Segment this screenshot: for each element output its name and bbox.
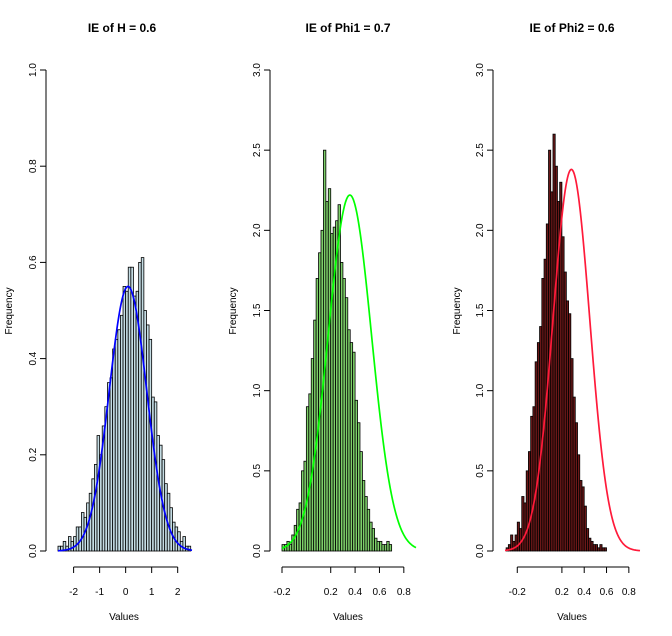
y-tick-label: 3.0 <box>475 63 486 77</box>
panel-h: IE of H = 0.6 -2 -1 0 1 2 0.0 0.2 0.4 0.6 0.8 1.0… <box>4 21 193 623</box>
x-tick-label: 0.4 <box>348 587 362 598</box>
bars-group <box>281 149 393 552</box>
y-tick-label: 1.5 <box>475 303 486 317</box>
x-tick-label: 0.6 <box>600 587 614 598</box>
panel-title: IE of Phi2 = 0.6 <box>529 21 614 35</box>
x-axis-label: Values <box>557 612 587 623</box>
x-tick-label: 1 <box>149 587 155 598</box>
histogram-bar <box>388 544 393 552</box>
x-tick-label: -2 <box>69 587 78 598</box>
y-tick-label: 0.4 <box>28 351 39 365</box>
x-tick-label: -1 <box>95 587 104 598</box>
y-axis-label: Frequency <box>4 287 15 334</box>
y-tick-label: 0.0 <box>475 544 486 558</box>
y-tick-label: 0.2 <box>28 447 39 461</box>
y-tick-label: 2.0 <box>252 223 263 237</box>
y-tick-label: 0.6 <box>28 255 39 269</box>
density-curve <box>504 168 641 552</box>
panel-phi1: IE of Phi1 = 0.7 -0.2 0.2 0.4 0.6 0.8 0.0 0.5… <box>228 21 417 623</box>
density-curve <box>57 285 193 552</box>
x-tick-label: 0.8 <box>397 587 411 598</box>
y-tick-label: 2.0 <box>475 223 486 237</box>
x-axis-label: Values <box>109 612 139 623</box>
y-axis-label: Frequency <box>228 287 239 334</box>
panel-title: IE of Phi1 = 0.7 <box>305 21 390 35</box>
y-axis: 0.0 0.5 1.0 1.5 2.0 2.5 3.0 <box>475 63 494 558</box>
x-tick-label: -0.2 <box>273 587 291 598</box>
y-tick-label: 0.8 <box>28 159 39 173</box>
y-tick-label: 3.0 <box>252 63 263 77</box>
histogram-bar <box>117 329 121 552</box>
y-tick-label: 0.5 <box>475 463 486 477</box>
x-axis: -0.2 0.2 0.4 0.6 0.8 <box>509 566 636 598</box>
x-tick-label: 0.6 <box>372 587 386 598</box>
x-axis: -0.2 0.2 0.4 0.6 0.8 <box>273 566 411 598</box>
y-tick-label: 1.5 <box>252 303 263 317</box>
y-axis-label: Frequency <box>452 287 463 334</box>
x-tick-label: 0.2 <box>324 587 338 598</box>
y-tick-label: 2.5 <box>252 143 263 157</box>
panel-title: IE of H = 0.6 <box>88 21 157 35</box>
density-curve <box>281 194 417 550</box>
y-axis: 0.0 0.5 1.0 1.5 2.0 2.5 3.0 <box>252 63 271 558</box>
histogram-bar <box>88 492 93 552</box>
x-tick-label: 0.8 <box>622 587 636 598</box>
y-tick-label: 1.0 <box>475 383 486 397</box>
histogram-bar <box>182 536 186 552</box>
y-tick-label: 2.5 <box>475 143 486 157</box>
x-tick-label: 0.4 <box>577 587 591 598</box>
bars-group <box>57 257 192 552</box>
x-tick-label: -0.2 <box>509 587 527 598</box>
x-axis: -2 -1 0 1 2 <box>69 566 181 598</box>
y-tick-label: 1.0 <box>252 383 263 397</box>
y-tick-label: 1.0 <box>28 63 39 77</box>
y-tick-label: 0.0 <box>28 544 39 558</box>
x-tick-label: 0 <box>123 587 129 598</box>
bars-group <box>505 133 607 552</box>
y-tick-label: 0.5 <box>252 463 263 477</box>
histogram-bar <box>603 547 607 552</box>
histogram-bar <box>75 526 80 552</box>
x-tick-label: 2 <box>175 587 181 598</box>
y-tick-label: 0.0 <box>252 544 263 558</box>
x-tick-label: 0.2 <box>555 587 569 598</box>
x-axis-label: Values <box>333 612 363 623</box>
panel-phi2: IE of Phi2 = 0.6 -0.2 0.2 0.4 0.6 0.8 0.0 0.5… <box>452 21 641 623</box>
y-axis: 0.0 0.2 0.4 0.6 0.8 1.0 <box>28 63 47 558</box>
